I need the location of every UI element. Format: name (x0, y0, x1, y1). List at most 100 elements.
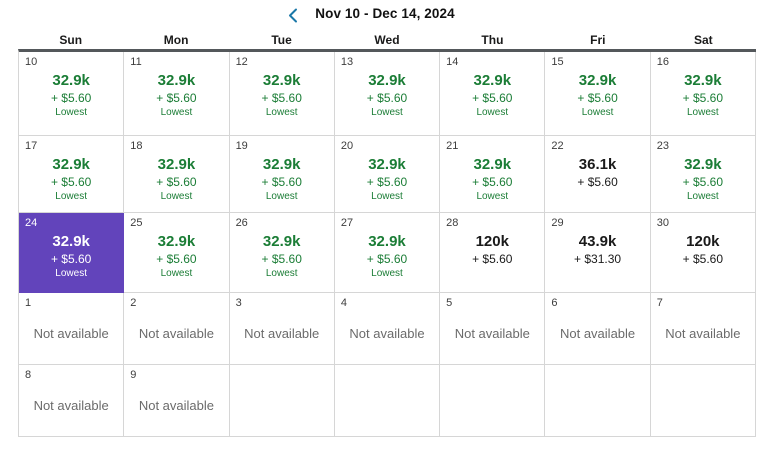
empty-cell (229, 365, 335, 437)
taxes-fee: + $5.60 (261, 175, 302, 189)
weekday-label-mon: Mon (163, 33, 189, 47)
weekday-label-wed: Wed (374, 33, 400, 47)
day-number: 5 (446, 297, 453, 309)
not-available-label: Not available (349, 326, 425, 341)
miles-price: 32.9k (262, 233, 301, 250)
fare-info: 32.9k + $5.60 Lowest (130, 155, 222, 204)
taxes-fee: + $5.60 (472, 252, 513, 266)
day-number: 21 (446, 140, 459, 152)
calendar-day-cell[interactable]: 12 32.9k + $5.60 Lowest (229, 52, 335, 136)
fare-info: 32.9k + $5.60 Lowest (341, 155, 433, 204)
lowest-badge: Lowest (581, 107, 614, 118)
day-number: 13 (340, 56, 354, 68)
fare-info: 32.9k + $5.60 Lowest (236, 232, 328, 281)
calendar-header: Nov 10 - Dec 14, 2024 (0, 5, 770, 29)
taxes-fee: + $5.60 (577, 91, 618, 105)
not-available-label: Not available (559, 326, 636, 341)
calendar-day-cell[interactable]: 19 32.9k + $5.60 Lowest (229, 136, 335, 213)
empty-cell (440, 365, 546, 437)
calendar-day-cell[interactable]: 15 32.9k + $5.60 Lowest (545, 52, 651, 136)
day-number: 28 (446, 217, 459, 229)
taxes-fee: + $5.60 (156, 252, 197, 266)
fare-info: 120k + $5.60 (657, 232, 749, 267)
lowest-badge: Lowest (265, 107, 298, 118)
lowest-badge: Lowest (160, 107, 193, 118)
miles-price: 32.9k (52, 72, 90, 89)
calendar-day-cell[interactable]: 25 32.9k + $5.60 Lowest (124, 213, 230, 293)
calendar-day-cell[interactable]: 10 32.9k + $5.60 Lowest (19, 52, 125, 136)
day-number: 15 (551, 56, 564, 68)
day-number: 2 (130, 297, 137, 309)
calendar-day-cell[interactable]: 17 32.9k + $5.60 Lowest (19, 136, 125, 213)
day-number: 29 (551, 217, 564, 229)
taxes-fee: + $5.60 (261, 252, 302, 266)
lowest-badge: Lowest (687, 191, 719, 202)
day-number: 12 (235, 56, 248, 68)
previous-period-button[interactable] (283, 6, 301, 24)
calendar-day-cell[interactable]: 20 32.9k + $5.60 Lowest (334, 136, 441, 213)
miles-price: 32.9k (368, 156, 406, 173)
calendar-day-cell[interactable]: 28 120k + $5.60 (440, 213, 546, 293)
calendar-day-cell[interactable]: 16 32.9k + $5.60 Lowest (650, 52, 756, 136)
day-number: 30 (656, 217, 669, 229)
day-number: 18 (130, 140, 143, 152)
calendar-day-cell[interactable]: 27 32.9k + $5.60 Lowest (334, 213, 441, 293)
calendar-day-cell[interactable]: 21 32.9k + $5.60 Lowest (440, 136, 546, 213)
calendar-day-cell[interactable]: 22 36.1k + $5.60 (545, 136, 651, 213)
calendar-day-cell[interactable]: 29 43.9k + $31.30 (545, 213, 651, 293)
day-number: 7 (656, 297, 663, 309)
fare-info: 32.9k + $5.60 Lowest (25, 71, 117, 120)
calendar-day-cell[interactable]: 24 32.9k + $5.60 Lowest (19, 213, 125, 293)
calendar-day-cell[interactable]: 30 120k + $5.60 (650, 213, 756, 293)
calendar-day-cell[interactable]: 23 32.9k + $5.60 Lowest (650, 136, 756, 213)
calendar-day-cell[interactable]: 18 32.9k + $5.60 Lowest (124, 136, 230, 213)
calendar-day-cell[interactable]: 14 32.9k + $5.60 Lowest (440, 52, 546, 136)
miles-price: 32.9k (473, 72, 512, 89)
miles-price: 32.9k (578, 72, 617, 89)
taxes-fee: + $5.60 (366, 175, 408, 189)
lowest-badge: Lowest (55, 268, 87, 279)
not-available-label: Not available (138, 326, 214, 341)
day-number: 9 (130, 369, 137, 381)
weekday-header: Sun Mon Tue Wed Thu Fri Sat (18, 33, 756, 48)
taxes-fee: + $5.60 (366, 91, 408, 105)
fare-info: 32.9k + $5.60 Lowest (25, 232, 117, 281)
lowest-badge: Lowest (476, 191, 509, 202)
day-number: 14 (446, 56, 459, 68)
calendar-day-cell[interactable]: 13 32.9k + $5.60 Lowest (334, 52, 441, 136)
day-number: 8 (25, 369, 32, 381)
not-available-label: Not available (244, 326, 320, 341)
day-number: 4 (340, 297, 347, 309)
lowest-badge: Lowest (371, 107, 403, 118)
weekday-label-tue: Tue (271, 33, 292, 47)
date-range-title: Nov 10 - Dec 14, 2024 (315, 6, 455, 21)
day-number: 26 (235, 217, 248, 229)
fare-info: 43.9k + $31.30 (551, 232, 643, 267)
fare-info: 32.9k + $5.60 Lowest (236, 71, 328, 120)
miles-price: 120k (475, 233, 509, 250)
miles-price: 36.1k (578, 156, 617, 173)
fare-info: 32.9k + $5.60 Lowest (130, 232, 222, 281)
fare-info: 32.9k + $5.60 Lowest (341, 71, 433, 120)
calendar-day-cell[interactable]: 26 32.9k + $5.60 Lowest (229, 213, 335, 293)
lowest-badge: Lowest (265, 268, 298, 279)
taxes-fee: + $5.60 (682, 252, 724, 266)
not-available-label: Not available (138, 398, 214, 413)
calendar-day-cell: 6 Not available (545, 293, 651, 365)
miles-price: 32.9k (368, 233, 406, 250)
taxes-fee: + $5.60 (156, 91, 197, 105)
day-number: 10 (25, 56, 38, 68)
day-number: 6 (551, 297, 558, 309)
miles-price: 32.9k (157, 156, 196, 173)
taxes-fee: + $5.60 (682, 175, 724, 189)
day-number: 22 (551, 140, 564, 152)
weekday-label-sun: Sun (59, 33, 83, 47)
weekday-label-thu: Thu (481, 33, 504, 47)
empty-cell (545, 365, 651, 437)
lowest-badge: Lowest (371, 191, 403, 202)
day-number: 25 (130, 217, 143, 229)
calendar-day-cell[interactable]: 11 32.9k + $5.60 Lowest (124, 52, 230, 136)
taxes-fee: + $31.30 (574, 252, 622, 266)
fare-info: 120k + $5.60 (446, 232, 538, 267)
fare-info: 32.9k + $5.60 Lowest (446, 71, 538, 120)
